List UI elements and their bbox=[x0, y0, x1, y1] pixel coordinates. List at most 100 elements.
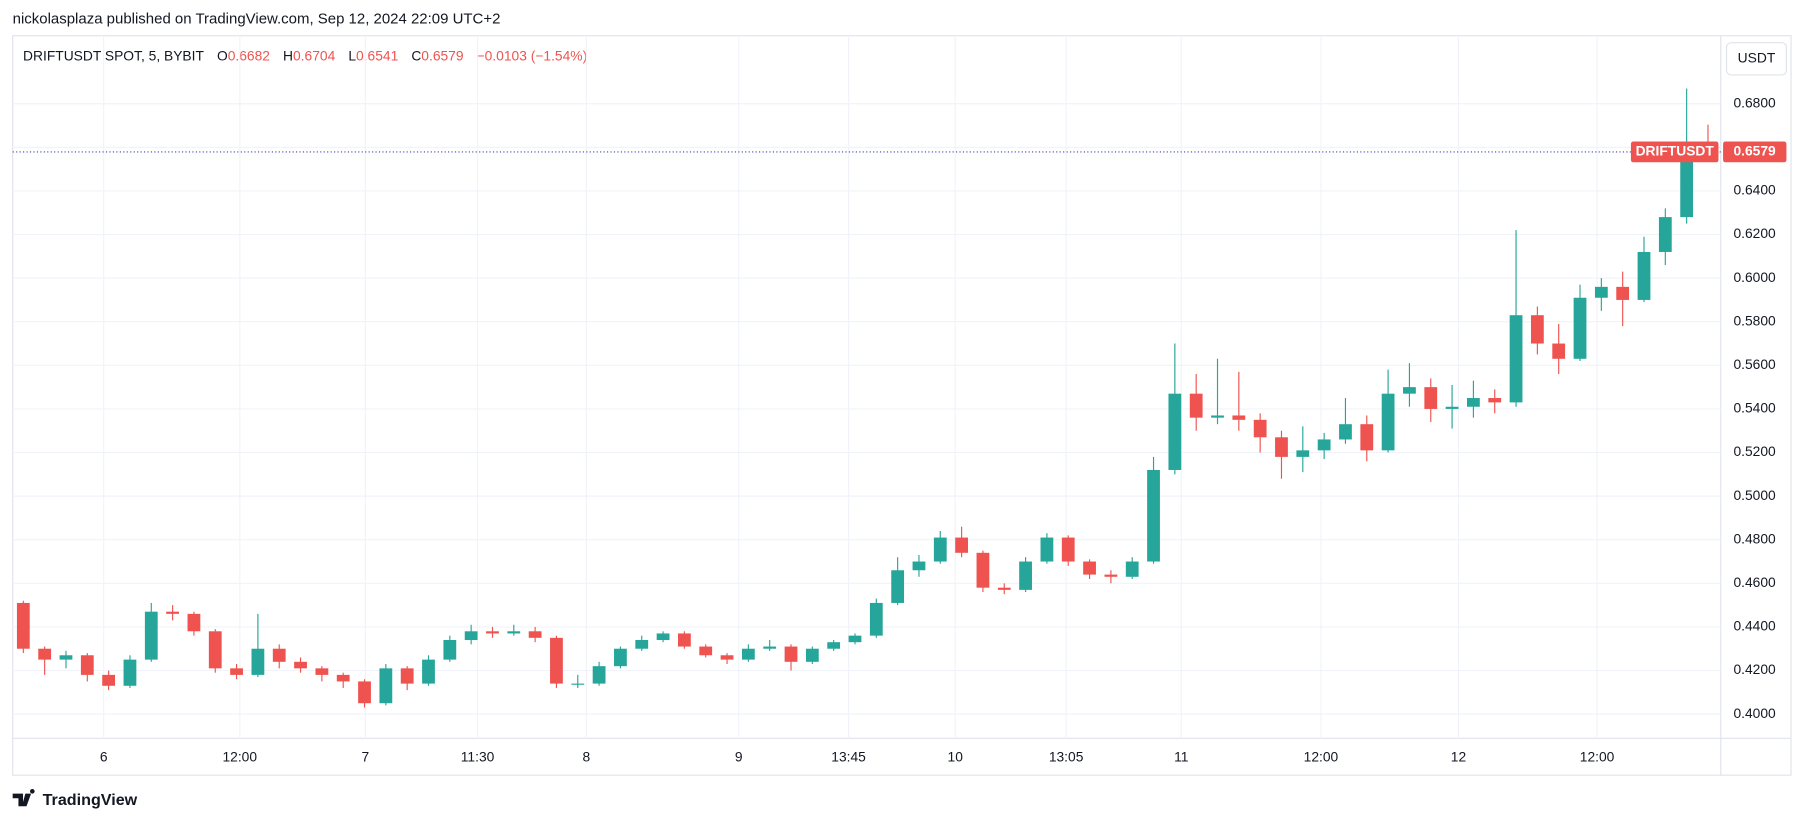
y-tick-label: 0.4600 bbox=[1733, 574, 1776, 590]
candle-body bbox=[486, 631, 499, 634]
c-label: C bbox=[411, 47, 421, 63]
y-tick-label: 0.4400 bbox=[1733, 618, 1776, 634]
candle-body bbox=[1104, 574, 1118, 577]
h-label: H bbox=[283, 47, 293, 63]
candle-body bbox=[1488, 398, 1502, 403]
candle-body bbox=[635, 640, 649, 649]
y-tick-label: 0.4800 bbox=[1733, 530, 1776, 546]
candle-body bbox=[891, 570, 905, 603]
candle-body bbox=[1253, 419, 1267, 438]
candle-body bbox=[507, 631, 521, 634]
currency[interactable]: USDT bbox=[1738, 49, 1776, 65]
last-name-tag bbox=[1630, 141, 1719, 163]
candle-body bbox=[933, 537, 947, 562]
candle-body bbox=[1403, 387, 1416, 394]
candle-body bbox=[144, 611, 158, 660]
brand-logo bbox=[12, 788, 35, 807]
candle-body bbox=[379, 668, 393, 704]
candle-body bbox=[784, 646, 798, 662]
chart-frame bbox=[12, 35, 1792, 776]
candle-body bbox=[1083, 561, 1096, 575]
candle-body bbox=[805, 648, 819, 662]
candle-body bbox=[400, 668, 414, 684]
x-tick-label: 11:30 bbox=[461, 749, 495, 765]
y-tick-label: 0.6200 bbox=[1733, 225, 1776, 241]
candle-body bbox=[1189, 393, 1203, 418]
candle-body bbox=[699, 646, 713, 656]
x-tick-label: 7 bbox=[362, 749, 370, 765]
candle-body bbox=[763, 646, 777, 649]
symbol: DRIFTUSDT SPOT, 5, BYBIT bbox=[23, 47, 204, 63]
y-tick-label: 0.5800 bbox=[1733, 312, 1776, 328]
candle-body bbox=[614, 648, 627, 667]
candle-body bbox=[1317, 439, 1331, 451]
close: 0.6579 bbox=[421, 47, 464, 63]
y-tick-label: 0.5000 bbox=[1733, 487, 1776, 503]
o-label: O bbox=[217, 47, 228, 63]
candle-body bbox=[571, 683, 585, 685]
x-tick-label: 10 bbox=[948, 749, 964, 765]
x-tick-label: 13:45 bbox=[831, 749, 866, 765]
candle-body bbox=[422, 659, 435, 684]
candle-body bbox=[208, 631, 222, 669]
candle-body bbox=[1296, 450, 1310, 457]
candle-body bbox=[848, 635, 862, 643]
x-tick-label: 11 bbox=[1174, 749, 1188, 765]
x-tick-label: 8 bbox=[582, 749, 590, 765]
candle-body bbox=[315, 668, 329, 675]
candle-body bbox=[294, 661, 307, 669]
x-tick-label: 12:00 bbox=[1580, 749, 1615, 765]
candle-body bbox=[1040, 537, 1054, 562]
y-tick-label: 0.6800 bbox=[1733, 94, 1776, 110]
x-tick-label: 12:00 bbox=[222, 749, 257, 765]
candle-body bbox=[677, 633, 691, 647]
candle-body bbox=[1061, 537, 1075, 562]
low: 0.6541 bbox=[356, 47, 398, 63]
candle-body bbox=[592, 666, 606, 684]
candle-body bbox=[997, 587, 1011, 590]
candle-body bbox=[16, 602, 30, 649]
candle-body bbox=[656, 633, 670, 641]
y-tick-label: 0.5600 bbox=[1733, 356, 1776, 372]
x-tick-label: 6 bbox=[100, 749, 108, 765]
last-price: 0.6579 bbox=[1733, 143, 1776, 159]
y-tick-label: 0.4200 bbox=[1733, 661, 1776, 677]
x-tick-label: 9 bbox=[735, 749, 743, 765]
candle-body bbox=[1530, 315, 1544, 344]
candle-body bbox=[720, 655, 734, 660]
candle-body bbox=[869, 602, 883, 636]
candle-body bbox=[1594, 286, 1608, 298]
candle-body bbox=[1275, 437, 1288, 457]
candle-body bbox=[59, 655, 73, 660]
candle-body bbox=[1147, 469, 1160, 562]
candle-body bbox=[1424, 387, 1438, 409]
candle-body bbox=[80, 655, 94, 675]
candle-body bbox=[1467, 398, 1480, 407]
brand: TradingView bbox=[43, 791, 138, 809]
x-tick-label: 12:00 bbox=[1304, 749, 1339, 765]
last-price-tag bbox=[1723, 141, 1787, 163]
currency-button[interactable] bbox=[1725, 42, 1787, 76]
candle-body bbox=[38, 648, 52, 660]
candle-body bbox=[102, 674, 116, 686]
candle-body bbox=[976, 552, 990, 588]
candle-body bbox=[1360, 424, 1374, 451]
candle-body bbox=[251, 648, 265, 675]
candle-body bbox=[1168, 393, 1182, 470]
candle-body bbox=[1509, 315, 1523, 403]
candle-body bbox=[1445, 406, 1459, 409]
last-name: DRIFTUSDT bbox=[1636, 143, 1715, 159]
candle-body bbox=[230, 668, 243, 675]
candle-body bbox=[827, 642, 841, 649]
candle-body bbox=[741, 648, 755, 660]
candle-body bbox=[1552, 343, 1566, 359]
candle-body bbox=[1232, 415, 1246, 420]
candle-body bbox=[1573, 297, 1587, 359]
y-tick-label: 0.4000 bbox=[1733, 705, 1776, 721]
candle-body bbox=[1637, 251, 1651, 300]
high: 0.6704 bbox=[293, 47, 336, 63]
candle-body bbox=[1339, 424, 1352, 440]
legend: DRIFTUSDT SPOT, 5, BYBIT O0.6682 H0.6704… bbox=[23, 47, 587, 63]
